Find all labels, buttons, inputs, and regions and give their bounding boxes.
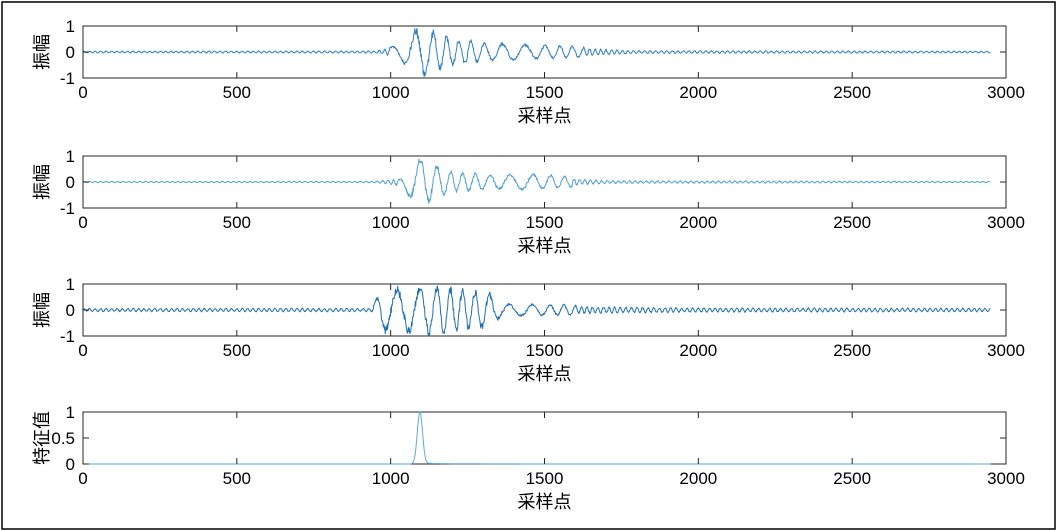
x-tick-label: 500 xyxy=(223,341,251,360)
x-tick-label: 3000 xyxy=(987,83,1025,102)
x-axis-label: 采样点 xyxy=(518,106,572,127)
x-tick-label: 2500 xyxy=(833,469,871,488)
series-line xyxy=(82,285,991,337)
x-tick-label: 3000 xyxy=(987,469,1025,488)
x-tick-label: 2000 xyxy=(679,213,717,232)
y-tick-label: 1 xyxy=(66,275,75,294)
y-tick-label: 1 xyxy=(66,147,75,166)
plot-area xyxy=(82,283,1007,337)
y-tick-label: 0 xyxy=(66,173,75,192)
x-tick-label: 1500 xyxy=(526,341,564,360)
x-tick-label: 0 xyxy=(78,83,87,102)
x-tick-label: 2000 xyxy=(679,83,717,102)
y-tick-label: 0.5 xyxy=(51,429,75,448)
series-line xyxy=(82,28,991,77)
x-tick-label: 1000 xyxy=(372,213,410,232)
x-tick-label: 500 xyxy=(223,469,251,488)
x-tick-label: 2000 xyxy=(679,469,717,488)
y-tick-label: 0 xyxy=(66,455,75,474)
x-tick-label: 3000 xyxy=(987,341,1025,360)
x-tick-label: 1000 xyxy=(372,83,410,102)
x-axis-label: 采样点 xyxy=(518,236,572,257)
y-axis-label: 特征值 xyxy=(32,411,53,465)
x-tick-label: 0 xyxy=(78,469,87,488)
y-tick-label: 1 xyxy=(66,17,75,36)
plot-area xyxy=(82,411,1007,465)
y-tick-label: -1 xyxy=(60,69,75,88)
x-tick-label: 0 xyxy=(78,341,87,360)
x-tick-label: 1500 xyxy=(526,469,564,488)
x-tick-label: 2500 xyxy=(833,341,871,360)
x-tick-label: 500 xyxy=(223,213,251,232)
plot-area xyxy=(82,25,1007,79)
y-axis-label: 振幅 xyxy=(32,164,53,200)
y-axis-label: 振幅 xyxy=(32,292,53,328)
y-axis-label: 振幅 xyxy=(32,34,53,70)
x-tick-label: 1500 xyxy=(526,213,564,232)
series-line xyxy=(82,411,991,465)
x-axis-label: 采样点 xyxy=(518,492,572,513)
x-tick-label: 1500 xyxy=(526,83,564,102)
x-tick-label: 3000 xyxy=(987,213,1025,232)
x-tick-label: 0 xyxy=(78,213,87,232)
x-tick-label: 2500 xyxy=(833,213,871,232)
x-tick-label: 500 xyxy=(223,83,251,102)
y-tick-label: 0 xyxy=(66,43,75,62)
panel-4: 0 500 1000 1500 2000 2500 3000 1 0.5 0 采样点 特征值 xyxy=(32,403,1025,513)
y-tick-label: -1 xyxy=(60,199,75,218)
y-tick-label: 1 xyxy=(66,403,75,422)
series-line xyxy=(83,158,991,204)
x-axis-label: 采样点 xyxy=(518,364,572,385)
x-tick-label: 2000 xyxy=(679,341,717,360)
y-tick-label: -1 xyxy=(60,327,75,346)
x-tick-label: 1000 xyxy=(372,469,410,488)
y-tick-label: 0 xyxy=(66,301,75,320)
x-tick-label: 2500 xyxy=(833,83,871,102)
x-tick-label: 1000 xyxy=(372,341,410,360)
